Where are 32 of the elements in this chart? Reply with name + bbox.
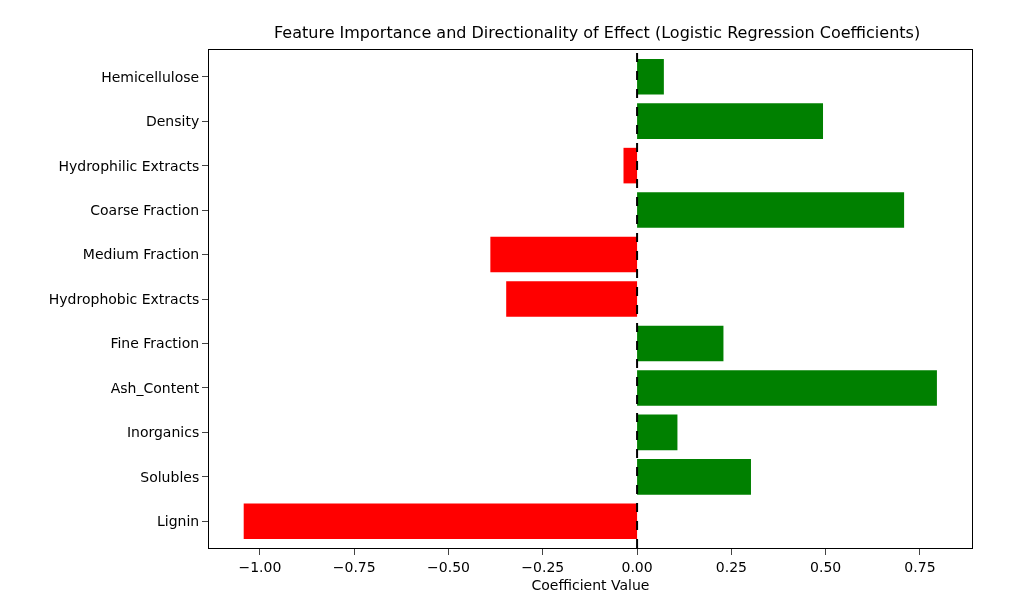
- y-tick-label: Lignin: [156, 513, 200, 530]
- chart-title: Feature Importance and Directionality of Effect (Logistic Regression Coefficients): [274, 23, 921, 43]
- y-tick-label: Fine Fraction: [110, 335, 200, 352]
- x-tick-label: −1.00: [238, 558, 282, 575]
- bar: [637, 370, 937, 406]
- x-tick-label: 0.50: [810, 558, 842, 575]
- bar: [637, 192, 905, 228]
- y-tick-label: Hemicellulose: [101, 68, 200, 85]
- x-tick-label: 0.25: [715, 558, 747, 575]
- x-tick-label: 0.75: [904, 558, 936, 575]
- y-tick-label: Coarse Fraction: [90, 201, 200, 218]
- y-tick-label: Solubles: [140, 468, 200, 485]
- x-tick-label: 0.00: [621, 558, 653, 575]
- bar: [637, 459, 751, 495]
- y-tick-label: Ash_Content: [110, 379, 200, 396]
- x-axis-title: Coefficient Value: [531, 577, 650, 594]
- bar: [623, 147, 638, 184]
- bar: [637, 103, 824, 139]
- y-tick-label: Medium Fraction: [82, 246, 200, 263]
- x-tick-label: −0.75: [332, 558, 376, 575]
- y-tick-label: Hydrophobic Extracts: [48, 290, 200, 307]
- y-tick-label: Inorganics: [126, 424, 200, 441]
- bar: [490, 236, 638, 273]
- x-tick-label: −0.50: [427, 558, 470, 575]
- bar: [637, 58, 664, 95]
- bar: [637, 414, 678, 451]
- y-tick-label: Hydrophilic Extracts: [58, 157, 200, 174]
- bar: [637, 325, 724, 362]
- bar: [506, 281, 638, 317]
- bar: [243, 503, 638, 540]
- x-tick-label: −0.25: [521, 558, 565, 575]
- y-tick-label: Density: [145, 113, 200, 130]
